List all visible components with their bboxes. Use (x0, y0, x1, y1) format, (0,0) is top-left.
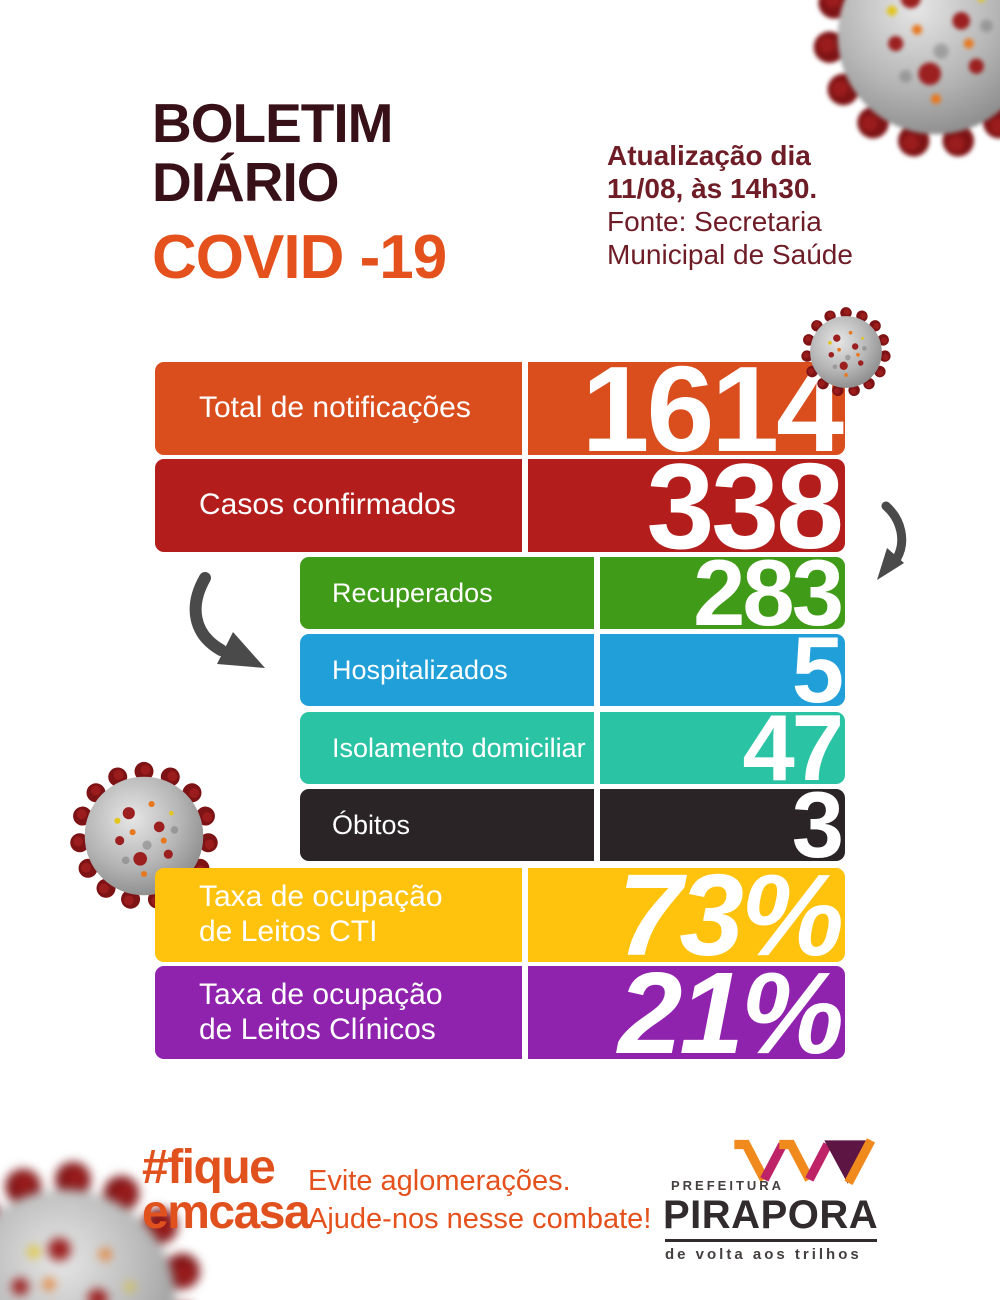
stat-label: Óbitos (300, 789, 594, 861)
hashtag-line1: #fique (142, 1141, 276, 1194)
stat-label-text: Total de notificações (199, 391, 471, 425)
stat-label-text: Recuperados (332, 577, 493, 608)
stat-value: 73% (528, 868, 845, 962)
hashtag-line2: emcasa (142, 1185, 311, 1239)
update-source-line1: Fonte: Secretaria (607, 206, 822, 238)
stat-label: Hospitalizados (300, 634, 594, 706)
stat-row-isolamento-domiciliar: Isolamento domiciliar 47 (300, 712, 845, 784)
stat-value: 338 (528, 459, 845, 552)
virus-icon (810, 0, 1000, 162)
stat-value: 47 (600, 712, 845, 784)
stat-row-total-notificacoes: Total de notificações 1614 (155, 362, 845, 455)
stat-value: 3 (600, 789, 845, 861)
stat-value: 5 (600, 634, 845, 706)
title-boletim-diario: BOLETIM DIÁRIO (152, 94, 446, 212)
stat-label-text-line2: de Leitos Clínicos (199, 1012, 436, 1046)
update-line1: Atualização dia (607, 140, 811, 171)
stat-value: 21% (528, 966, 845, 1059)
stat-row-hospitalizados: Hospitalizados 5 (300, 634, 845, 706)
stat-label-text: Taxa de ocupação (199, 880, 443, 914)
logo-prefeitura-text: PREFEITURA (671, 1178, 785, 1193)
stat-label-text: Taxa de ocupação (199, 977, 443, 1011)
stat-row-obitos: Óbitos 3 (300, 789, 845, 861)
stat-row-ocupacao-leitos-cti: Taxa de ocupação de Leitos CTI 73% (155, 868, 845, 962)
stat-value: 1614 (528, 362, 845, 455)
stat-label-text-line2: de Leitos CTI (199, 915, 378, 948)
stat-label: Taxa de ocupação de Leitos Clínicos (155, 966, 522, 1059)
stat-label: Isolamento domiciliar (300, 712, 594, 784)
stat-row-casos-confirmados: Casos confirmados 338 (155, 459, 845, 552)
logo-city-text: PIRAPORA (663, 1193, 879, 1237)
footer-message: Evite aglomerações. Ajude-nos nesse comb… (308, 1163, 651, 1238)
footer-message-line1: Evite aglomerações. (308, 1165, 571, 1197)
update-line2: 11/08, às 14h30. (607, 173, 818, 205)
stat-label: Recuperados (300, 557, 594, 629)
stat-label-text: Casos confirmados (199, 488, 456, 522)
stat-label-text: Hospitalizados (332, 654, 508, 685)
footer-message-line2: Ajude-nos nesse combate! (308, 1202, 652, 1235)
logo-divider (665, 1239, 877, 1242)
hashtag-fique-em-casa: #fique emcasa (142, 1141, 311, 1239)
stat-value: 283 (600, 557, 845, 629)
title-line1: BOLETIM (152, 92, 393, 154)
logo-tagline-text: de volta aos trilhos (665, 1246, 862, 1263)
stat-label: Casos confirmados (155, 459, 522, 552)
virus-icon (800, 306, 892, 398)
stat-label: Taxa de ocupação de Leitos CTI (155, 868, 522, 962)
page-title: BOLETIM DIÁRIO COVID -19 (152, 94, 447, 293)
title-line2: DIÁRIO (152, 150, 340, 213)
stat-label: Total de notificações (155, 362, 522, 455)
update-info: Atualização dia 11/08, às 14h30. Fonte: … (607, 139, 897, 271)
pirapora-ribbon-icon (734, 1138, 876, 1185)
title-covid19: COVID -19 (152, 222, 447, 292)
prefeitura-pirapora-logo: PREFEITURA PIRAPORA de volta aos trilhos (663, 1138, 879, 1268)
stat-label-text: Isolamento domiciliar (332, 732, 586, 763)
stat-label-text: Óbitos (332, 809, 411, 840)
arrow-down-right-icon (189, 572, 265, 668)
stat-row-recuperados: Recuperados 283 (300, 557, 845, 629)
update-source-line2: Municipal de Saúde (607, 239, 853, 271)
arrow-down-left-icon (877, 501, 907, 580)
stat-row-ocupacao-leitos-clinicos: Taxa de ocupação de Leitos Clínicos 21% (155, 966, 845, 1059)
